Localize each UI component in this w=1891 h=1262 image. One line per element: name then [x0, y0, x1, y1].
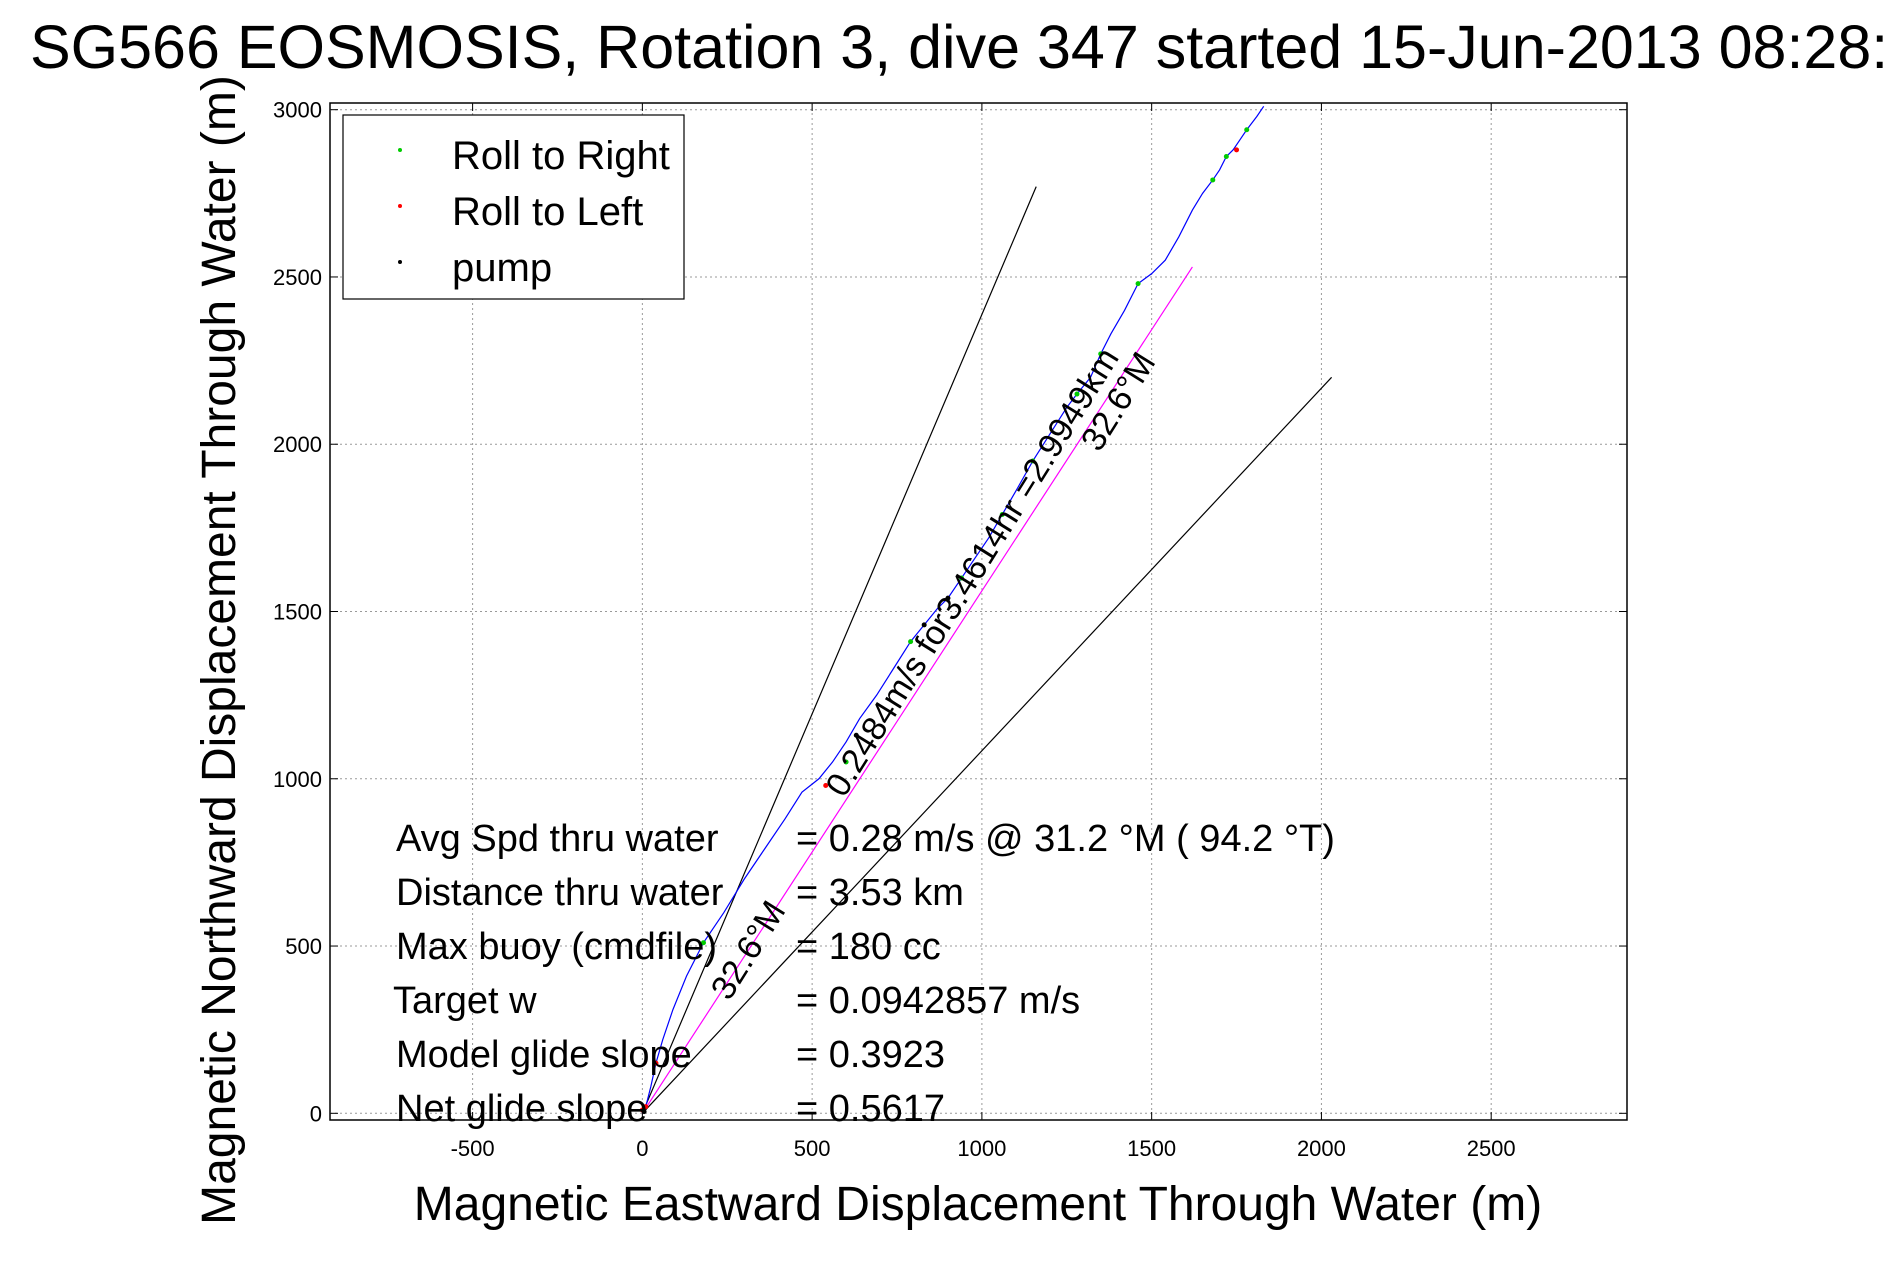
y-tick-label: 0	[310, 1101, 322, 1126]
chart-title: SG566 EOSMOSIS, Rotation 3, dive 347 sta…	[30, 13, 1891, 81]
x-axis-ticks: -500 0 500 1000 1500 2000 2500	[451, 103, 1516, 1161]
y-tick-label: 500	[285, 934, 322, 959]
roll-left-point	[1234, 147, 1240, 153]
x-tick-label: 2500	[1467, 1136, 1516, 1161]
stat-label-model-glide: Model glide slope	[396, 1034, 692, 1076]
roll-right-point	[843, 759, 849, 765]
x-tick-label: 0	[636, 1136, 648, 1161]
pump-point	[921, 622, 927, 628]
roll-right-point	[1223, 154, 1229, 160]
pump-point	[945, 595, 951, 601]
reference-lines	[641, 186, 1333, 1114]
stat-value-avg-speed: = 0.28 m/s @ 31.2 °M ( 94.2 °T)	[796, 818, 1335, 860]
y-tick-label: 3000	[273, 98, 322, 123]
track-line	[641, 106, 1265, 1114]
stat-value-max-buoy: = 180 cc	[796, 926, 941, 968]
legend-marker-roll-left	[398, 204, 402, 208]
roll-left-point	[823, 782, 829, 788]
stat-label-distance: Distance thru water	[396, 872, 724, 914]
roll-right-point	[1244, 127, 1250, 133]
stat-label-net-glide: Net glide slope	[396, 1088, 647, 1130]
roll-right-point	[999, 511, 1005, 517]
roll-right-point	[1210, 177, 1216, 183]
legend: Roll to Right Roll to Left pump	[342, 114, 685, 300]
roll-right-point	[1135, 281, 1141, 287]
y-axis-label: Magnetic Northward Displacement Through …	[193, 75, 246, 1225]
reference-line	[641, 186, 1037, 1114]
plot-area: -500 0 500 1000 1500 2000 2500 0 500 1000 1500 200…	[273, 98, 1628, 1161]
y-tick-label: 1500	[273, 600, 322, 625]
y-axis-ticks: 0 500 1000 1500 2000 2500 3000	[273, 98, 1627, 1126]
x-tick-label: -500	[451, 1136, 495, 1161]
stat-label-max-buoy: Max buoy (cmdfile)	[396, 926, 717, 968]
roll-right-point	[1098, 351, 1104, 357]
x-tick-label: 1500	[1127, 1136, 1176, 1161]
stats-block: Avg Spd thru water = 0.28 m/s @ 31.2 °M …	[393, 818, 1335, 1130]
stat-value-net-glide: = 0.5617	[796, 1088, 945, 1130]
legend-marker-roll-right	[398, 148, 402, 152]
legend-label-pump: pump	[452, 246, 552, 290]
roll-right-point	[959, 575, 965, 581]
x-tick-label: 2000	[1297, 1136, 1346, 1161]
x-axis-label: Magnetic Eastward Displacement Through W…	[414, 1178, 1542, 1231]
roll-right-point	[1074, 391, 1080, 397]
y-tick-label: 2500	[273, 265, 322, 290]
x-tick-label: 500	[794, 1136, 831, 1161]
legend-label-roll-left: Roll to Left	[452, 190, 643, 234]
reference-line	[641, 376, 1333, 1114]
stat-label-target-w: Target w	[393, 980, 537, 1022]
markers	[639, 127, 1250, 1115]
legend-marker-pump	[398, 260, 402, 264]
roll-right-point	[700, 940, 706, 946]
stat-value-model-glide: = 0.3923	[796, 1034, 945, 1076]
y-tick-label: 2000	[273, 432, 322, 457]
stat-value-target-w: = 0.0942857 m/s	[796, 980, 1080, 1022]
series-lines	[641, 106, 1265, 1114]
pump-point	[853, 732, 859, 738]
pump-point	[641, 1109, 647, 1115]
legend-label-roll-right: Roll to Right	[452, 134, 670, 178]
y-tick-label: 1000	[273, 767, 322, 792]
roll-right-point	[1030, 458, 1036, 464]
net-heading-line	[641, 266, 1193, 1114]
roll-left-point	[643, 1104, 649, 1110]
roll-left-point	[653, 1060, 659, 1066]
roll-right-point	[908, 639, 914, 645]
x-tick-label: 1000	[957, 1136, 1006, 1161]
stat-label-avg-speed: Avg Spd thru water	[396, 818, 719, 860]
stat-value-distance: = 3.53 km	[796, 872, 964, 914]
